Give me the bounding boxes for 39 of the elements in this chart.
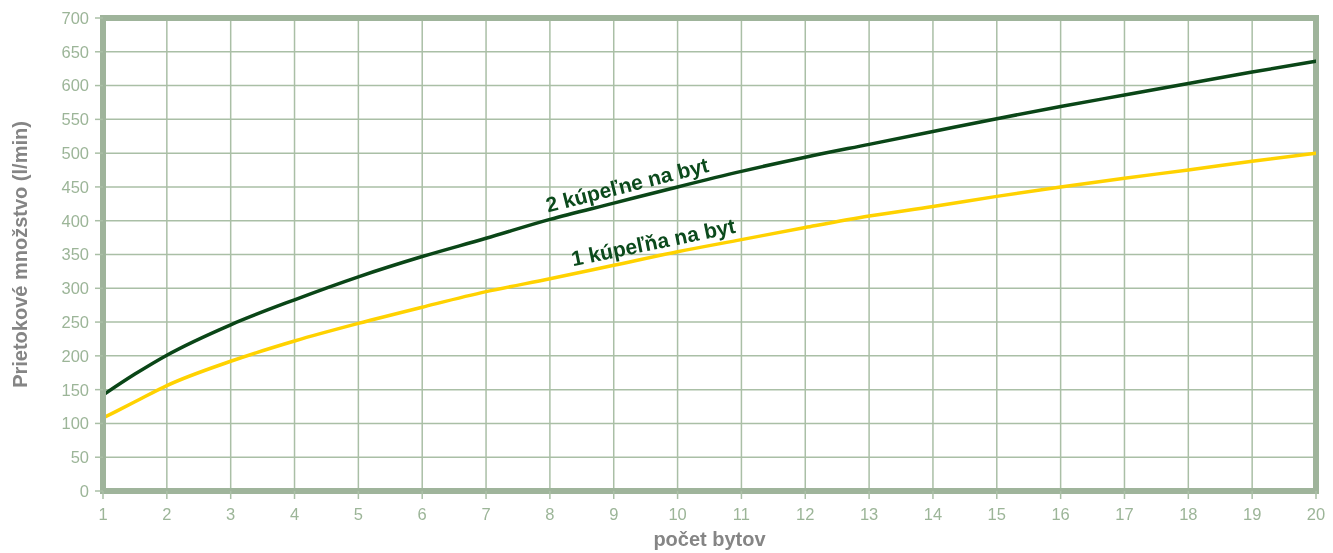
text: 1 kúpeľňa na byt [569, 214, 738, 271]
x-tick-label: 14 [923, 504, 943, 523]
x-tick-label: 19 [1242, 504, 1262, 523]
y-tick-label: 100 [61, 414, 89, 433]
y-tick-label: 0 [79, 481, 89, 500]
y-tick-label: 500 [61, 144, 89, 162]
y-tick-label: 250 [61, 312, 89, 331]
x-tick-label: 3 [226, 504, 236, 523]
x-tick-label: 5 [353, 504, 363, 523]
y-tick-label: 50 [70, 448, 89, 467]
x-tick-label: 15 [987, 504, 1006, 523]
y-tick-label: 650 [61, 42, 89, 61]
x-tick-label: 17 [1115, 504, 1134, 523]
x-tick-label: 9 [609, 504, 619, 523]
y-tick-label: 600 [61, 76, 89, 95]
x-tick-label: 7 [481, 504, 491, 523]
y-axis-title: Prietokové množstvo (l/min) [9, 121, 31, 388]
x-tick-label: 4 [289, 504, 300, 523]
x-axis-title: počet bytov [653, 528, 767, 550]
y-tick-label: 200 [61, 346, 89, 365]
text: 2 kúpeľne na byt [543, 153, 711, 217]
x-tick-label: 12 [796, 504, 815, 523]
x-tick-label: 2 [162, 504, 172, 523]
y-tick-label: 450 [61, 177, 89, 196]
x-tick-label: 18 [1179, 504, 1198, 523]
x-tick-label: 6 [417, 504, 427, 523]
x-tick-label: 16 [1051, 504, 1070, 523]
x-tick-label: 8 [545, 504, 555, 523]
y-tick-label: 300 [61, 279, 89, 298]
y-tick-label: 350 [61, 245, 89, 264]
y-tick-label: 400 [61, 211, 89, 230]
x-tick-label: 11 [732, 504, 750, 523]
y-tick-label: 150 [61, 380, 89, 399]
y-tick-label: 550 [61, 110, 89, 129]
x-tick-label: 13 [859, 504, 879, 523]
y-tick-label: 700 [61, 8, 89, 27]
x-tick-label: 20 [1306, 504, 1326, 523]
x-tick-label: 10 [668, 504, 687, 523]
x-tick-label: 1 [98, 504, 108, 523]
